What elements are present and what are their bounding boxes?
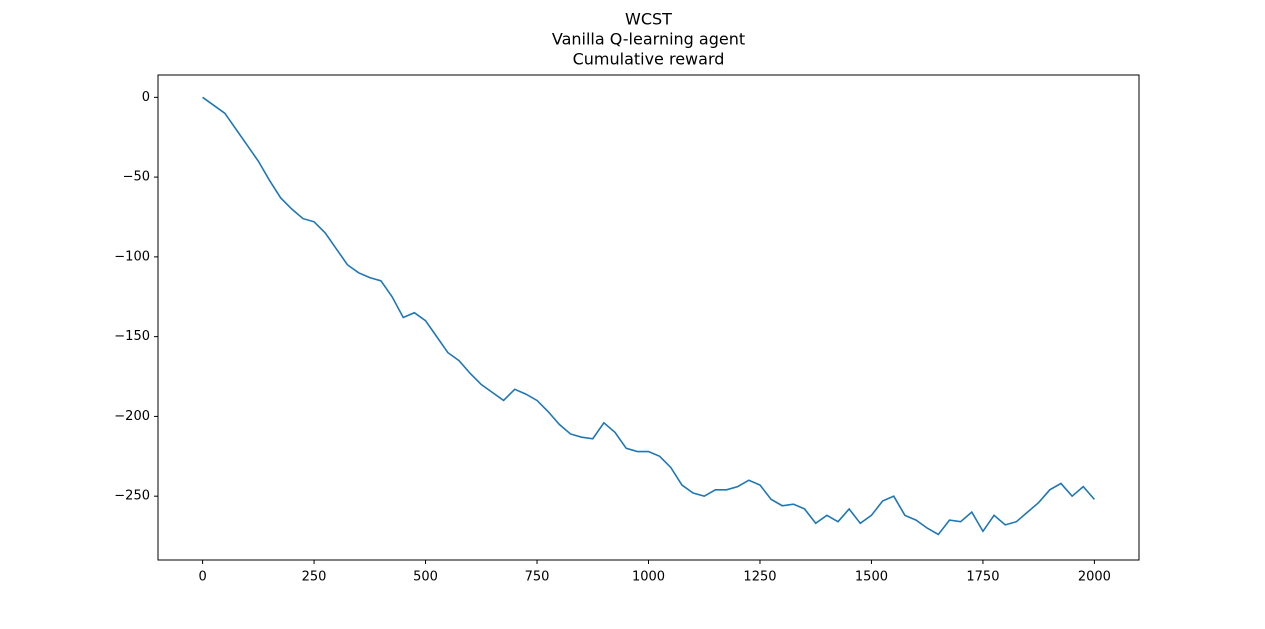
x-tick-label: 750 bbox=[525, 570, 550, 585]
x-tick-label: 2000 bbox=[1078, 570, 1111, 585]
line-series bbox=[202, 96, 1096, 536]
y-tick-label: −100 bbox=[114, 249, 150, 264]
chart-title: WCST bbox=[625, 10, 672, 29]
x-tick-label: 0 bbox=[198, 570, 206, 585]
x-tick-label: 1500 bbox=[855, 570, 888, 585]
chart-title: Cumulative reward bbox=[573, 50, 725, 69]
y-tick-label: −250 bbox=[114, 489, 150, 504]
y-tick-label: −150 bbox=[114, 329, 150, 344]
y-tick-label: 0 bbox=[142, 90, 150, 105]
y-tick-label: −50 bbox=[123, 170, 150, 185]
x-tick-label: 1250 bbox=[743, 570, 776, 585]
x-tick-label: 1750 bbox=[966, 570, 999, 585]
x-tick-label: 250 bbox=[302, 570, 327, 585]
x-tick-label: 1000 bbox=[632, 570, 665, 585]
x-tick-label: 500 bbox=[413, 570, 438, 585]
plot-frame bbox=[157, 74, 1140, 561]
chart-title: Vanilla Q-learning agent bbox=[552, 30, 745, 49]
y-tick-label: −200 bbox=[114, 409, 150, 424]
